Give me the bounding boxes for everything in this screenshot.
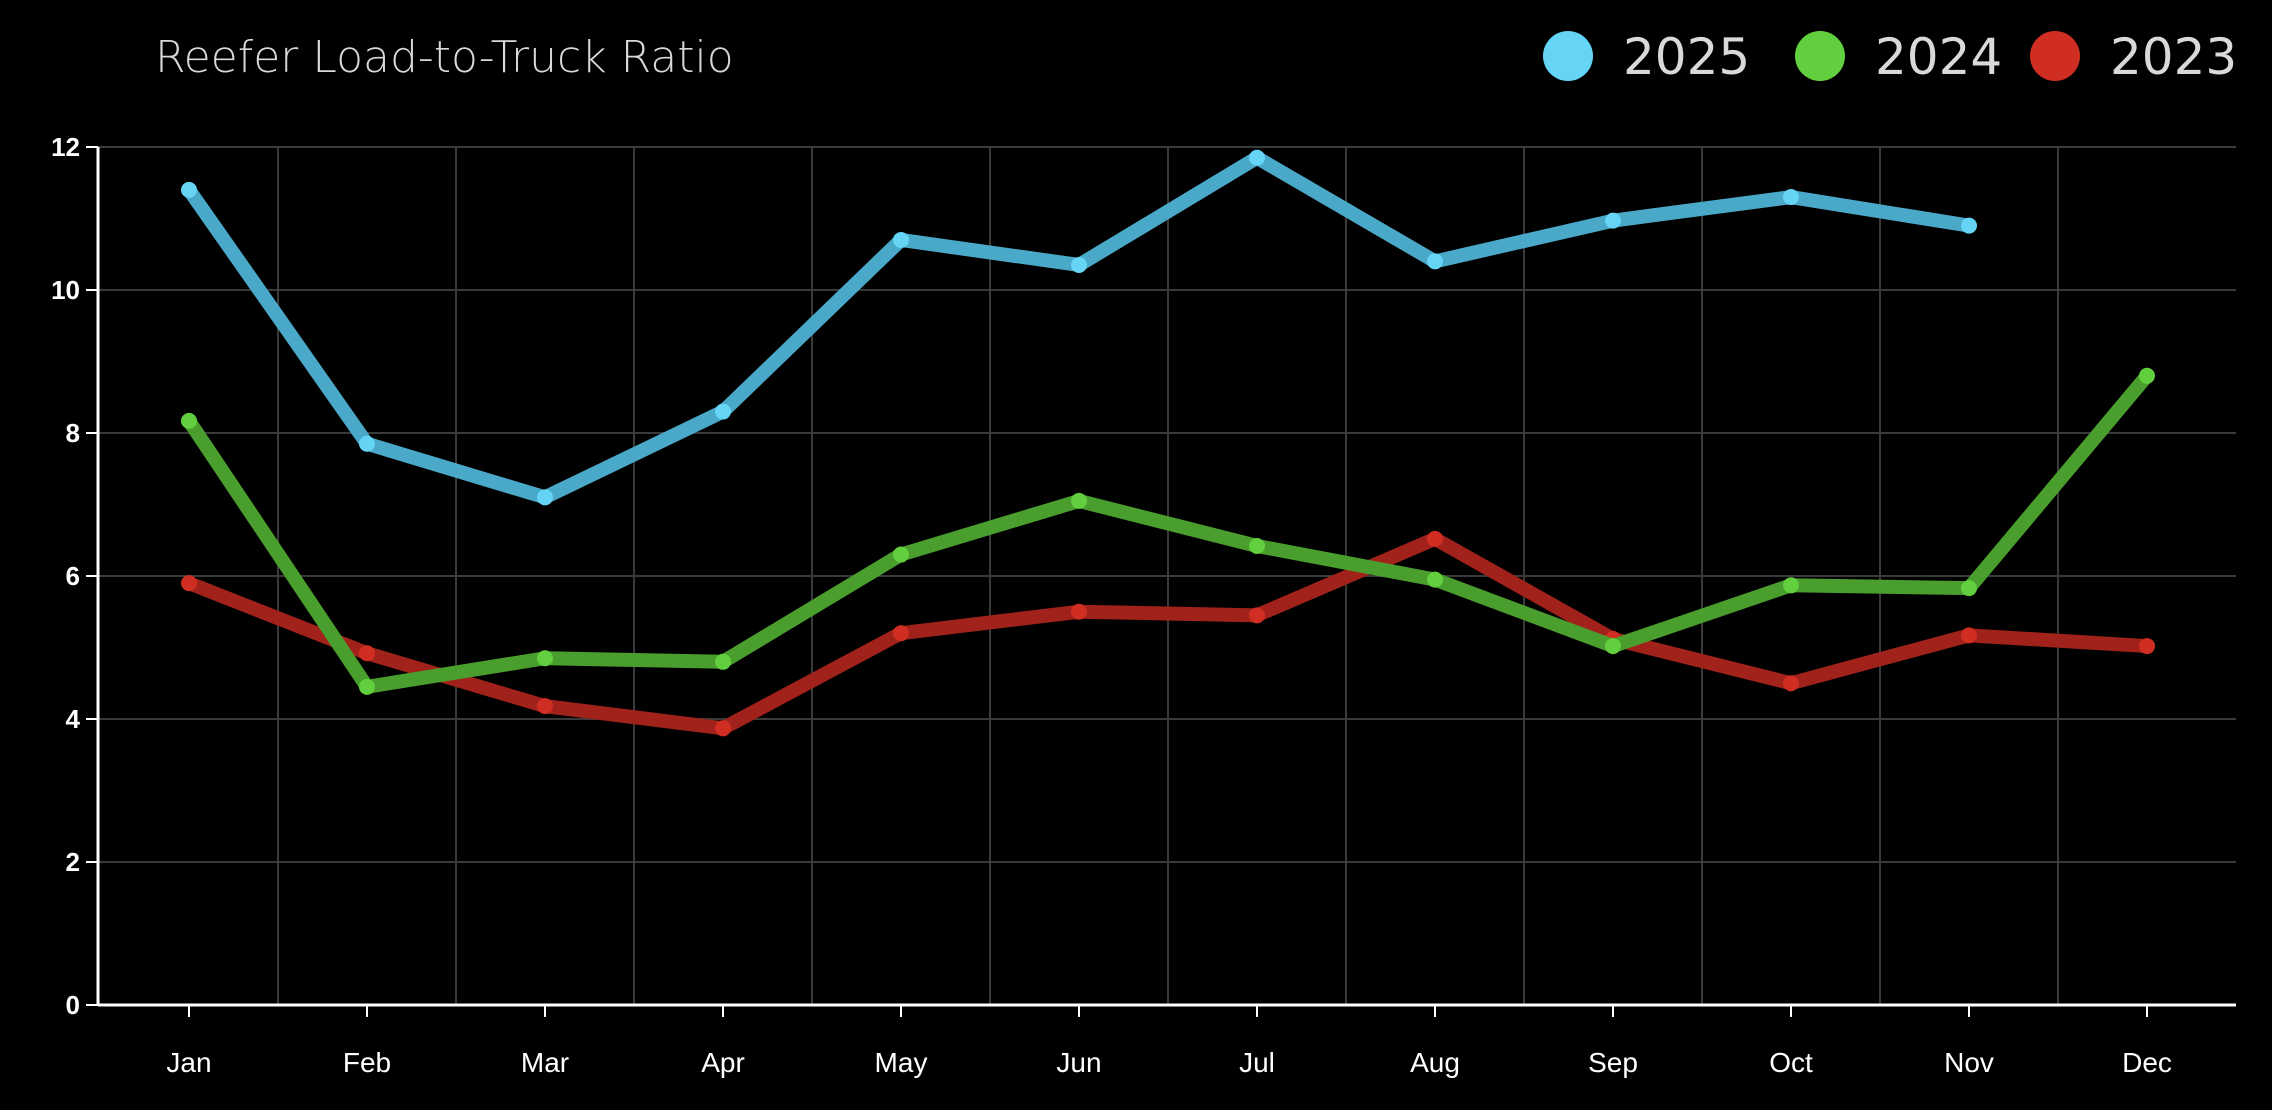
point-2024-may[interactable]	[893, 546, 909, 563]
series-2023	[181, 530, 2155, 737]
point-2023-jan[interactable]	[181, 575, 197, 592]
x-tick-label-dec: Dec	[2122, 1047, 2172, 1078]
point-2025-jan[interactable]	[181, 181, 197, 198]
point-2023-nov[interactable]	[1961, 627, 1977, 644]
legend: 2025 2024 2023	[1543, 28, 2237, 86]
legend-label-2025: 2025	[1623, 28, 1750, 86]
x-tick-label-jan: Jan	[166, 1047, 211, 1078]
legend-label-2023: 2023	[2110, 28, 2237, 86]
x-tick-label-may: May	[875, 1047, 928, 1078]
chart-title: Reefer Load-to-Truck Ratio	[155, 32, 734, 83]
point-2024-nov[interactable]	[1961, 580, 1977, 597]
point-2023-dec[interactable]	[2139, 638, 2155, 655]
grid-lines	[98, 146, 2236, 1005]
point-2024-sep[interactable]	[1605, 638, 1621, 655]
point-2024-mar[interactable]	[537, 650, 553, 667]
x-tick-label-mar: Mar	[521, 1047, 569, 1078]
x-tick-label-jul: Jul	[1239, 1047, 1275, 1078]
x-tick-label-jun: Jun	[1056, 1047, 1101, 1078]
point-2025-feb[interactable]	[359, 435, 375, 452]
point-2024-feb[interactable]	[359, 678, 375, 695]
legend-item-2025[interactable]: 2025	[1543, 28, 1750, 86]
point-2025-jul[interactable]	[1249, 149, 1265, 166]
y-tick-label-6: 12	[51, 132, 80, 162]
point-2025-oct[interactable]	[1783, 189, 1799, 206]
legend-swatch-2024	[1795, 31, 1845, 81]
point-2024-apr[interactable]	[715, 653, 731, 670]
point-2025-jun[interactable]	[1071, 256, 1087, 273]
point-2023-jun[interactable]	[1071, 603, 1087, 620]
y-tick-label-2: 4	[66, 704, 81, 734]
point-2024-jan[interactable]	[181, 412, 197, 429]
point-2025-mar[interactable]	[537, 489, 553, 506]
x-tick-label-aug: Aug	[1410, 1047, 1460, 1078]
legend-item-2024[interactable]: 2024	[1795, 28, 2002, 86]
point-2023-oct[interactable]	[1783, 675, 1799, 692]
legend-swatch-2023	[2030, 31, 2080, 81]
legend-item-2023[interactable]: 2023	[2030, 28, 2237, 86]
y-tick-label-1: 2	[66, 847, 80, 877]
series-2025	[181, 149, 1977, 506]
y-tick-label-4: 8	[66, 418, 80, 448]
x-tick-label-oct: Oct	[1769, 1047, 1813, 1078]
point-2024-oct[interactable]	[1783, 577, 1799, 594]
legend-swatch-2025	[1543, 31, 1593, 81]
point-2024-aug[interactable]	[1427, 571, 1443, 588]
series-line-2023	[182, 531, 2154, 736]
y-tick-label-0: 0	[66, 990, 80, 1020]
point-2025-aug[interactable]	[1427, 253, 1443, 270]
x-tick-label-apr: Apr	[701, 1047, 745, 1078]
point-2024-jul[interactable]	[1249, 537, 1265, 554]
point-2023-may[interactable]	[893, 625, 909, 642]
y-tick-label-5: 10	[51, 275, 80, 305]
point-2023-apr[interactable]	[715, 720, 731, 737]
point-2024-dec[interactable]	[2139, 367, 2155, 384]
x-axis-ticks: Jan Feb Mar Apr May Jun Jul Aug Sep Oct Nov Dec	[166, 1005, 2172, 1078]
point-2023-jul[interactable]	[1249, 607, 1265, 624]
point-2025-may[interactable]	[893, 231, 909, 248]
series-2024	[181, 367, 2155, 695]
point-2024-jun[interactable]	[1071, 492, 1087, 509]
y-tick-label-3: 6	[66, 561, 80, 591]
series-layer	[181, 149, 2155, 737]
point-2025-sep[interactable]	[1605, 212, 1621, 229]
point-2023-mar[interactable]	[537, 698, 553, 715]
point-2023-feb[interactable]	[359, 645, 375, 662]
y-axis-ticks: 0 2 4 6 8 10 12	[51, 132, 98, 1020]
x-tick-label-nov: Nov	[1944, 1047, 1994, 1078]
point-2023-aug[interactable]	[1427, 530, 1443, 547]
x-tick-label-feb: Feb	[343, 1047, 391, 1078]
x-tick-label-sep: Sep	[1588, 1047, 1638, 1078]
series-line-2024	[182, 368, 2154, 694]
point-2025-nov[interactable]	[1961, 217, 1977, 234]
point-2025-apr[interactable]	[715, 403, 731, 420]
legend-label-2024: 2024	[1875, 28, 2002, 86]
